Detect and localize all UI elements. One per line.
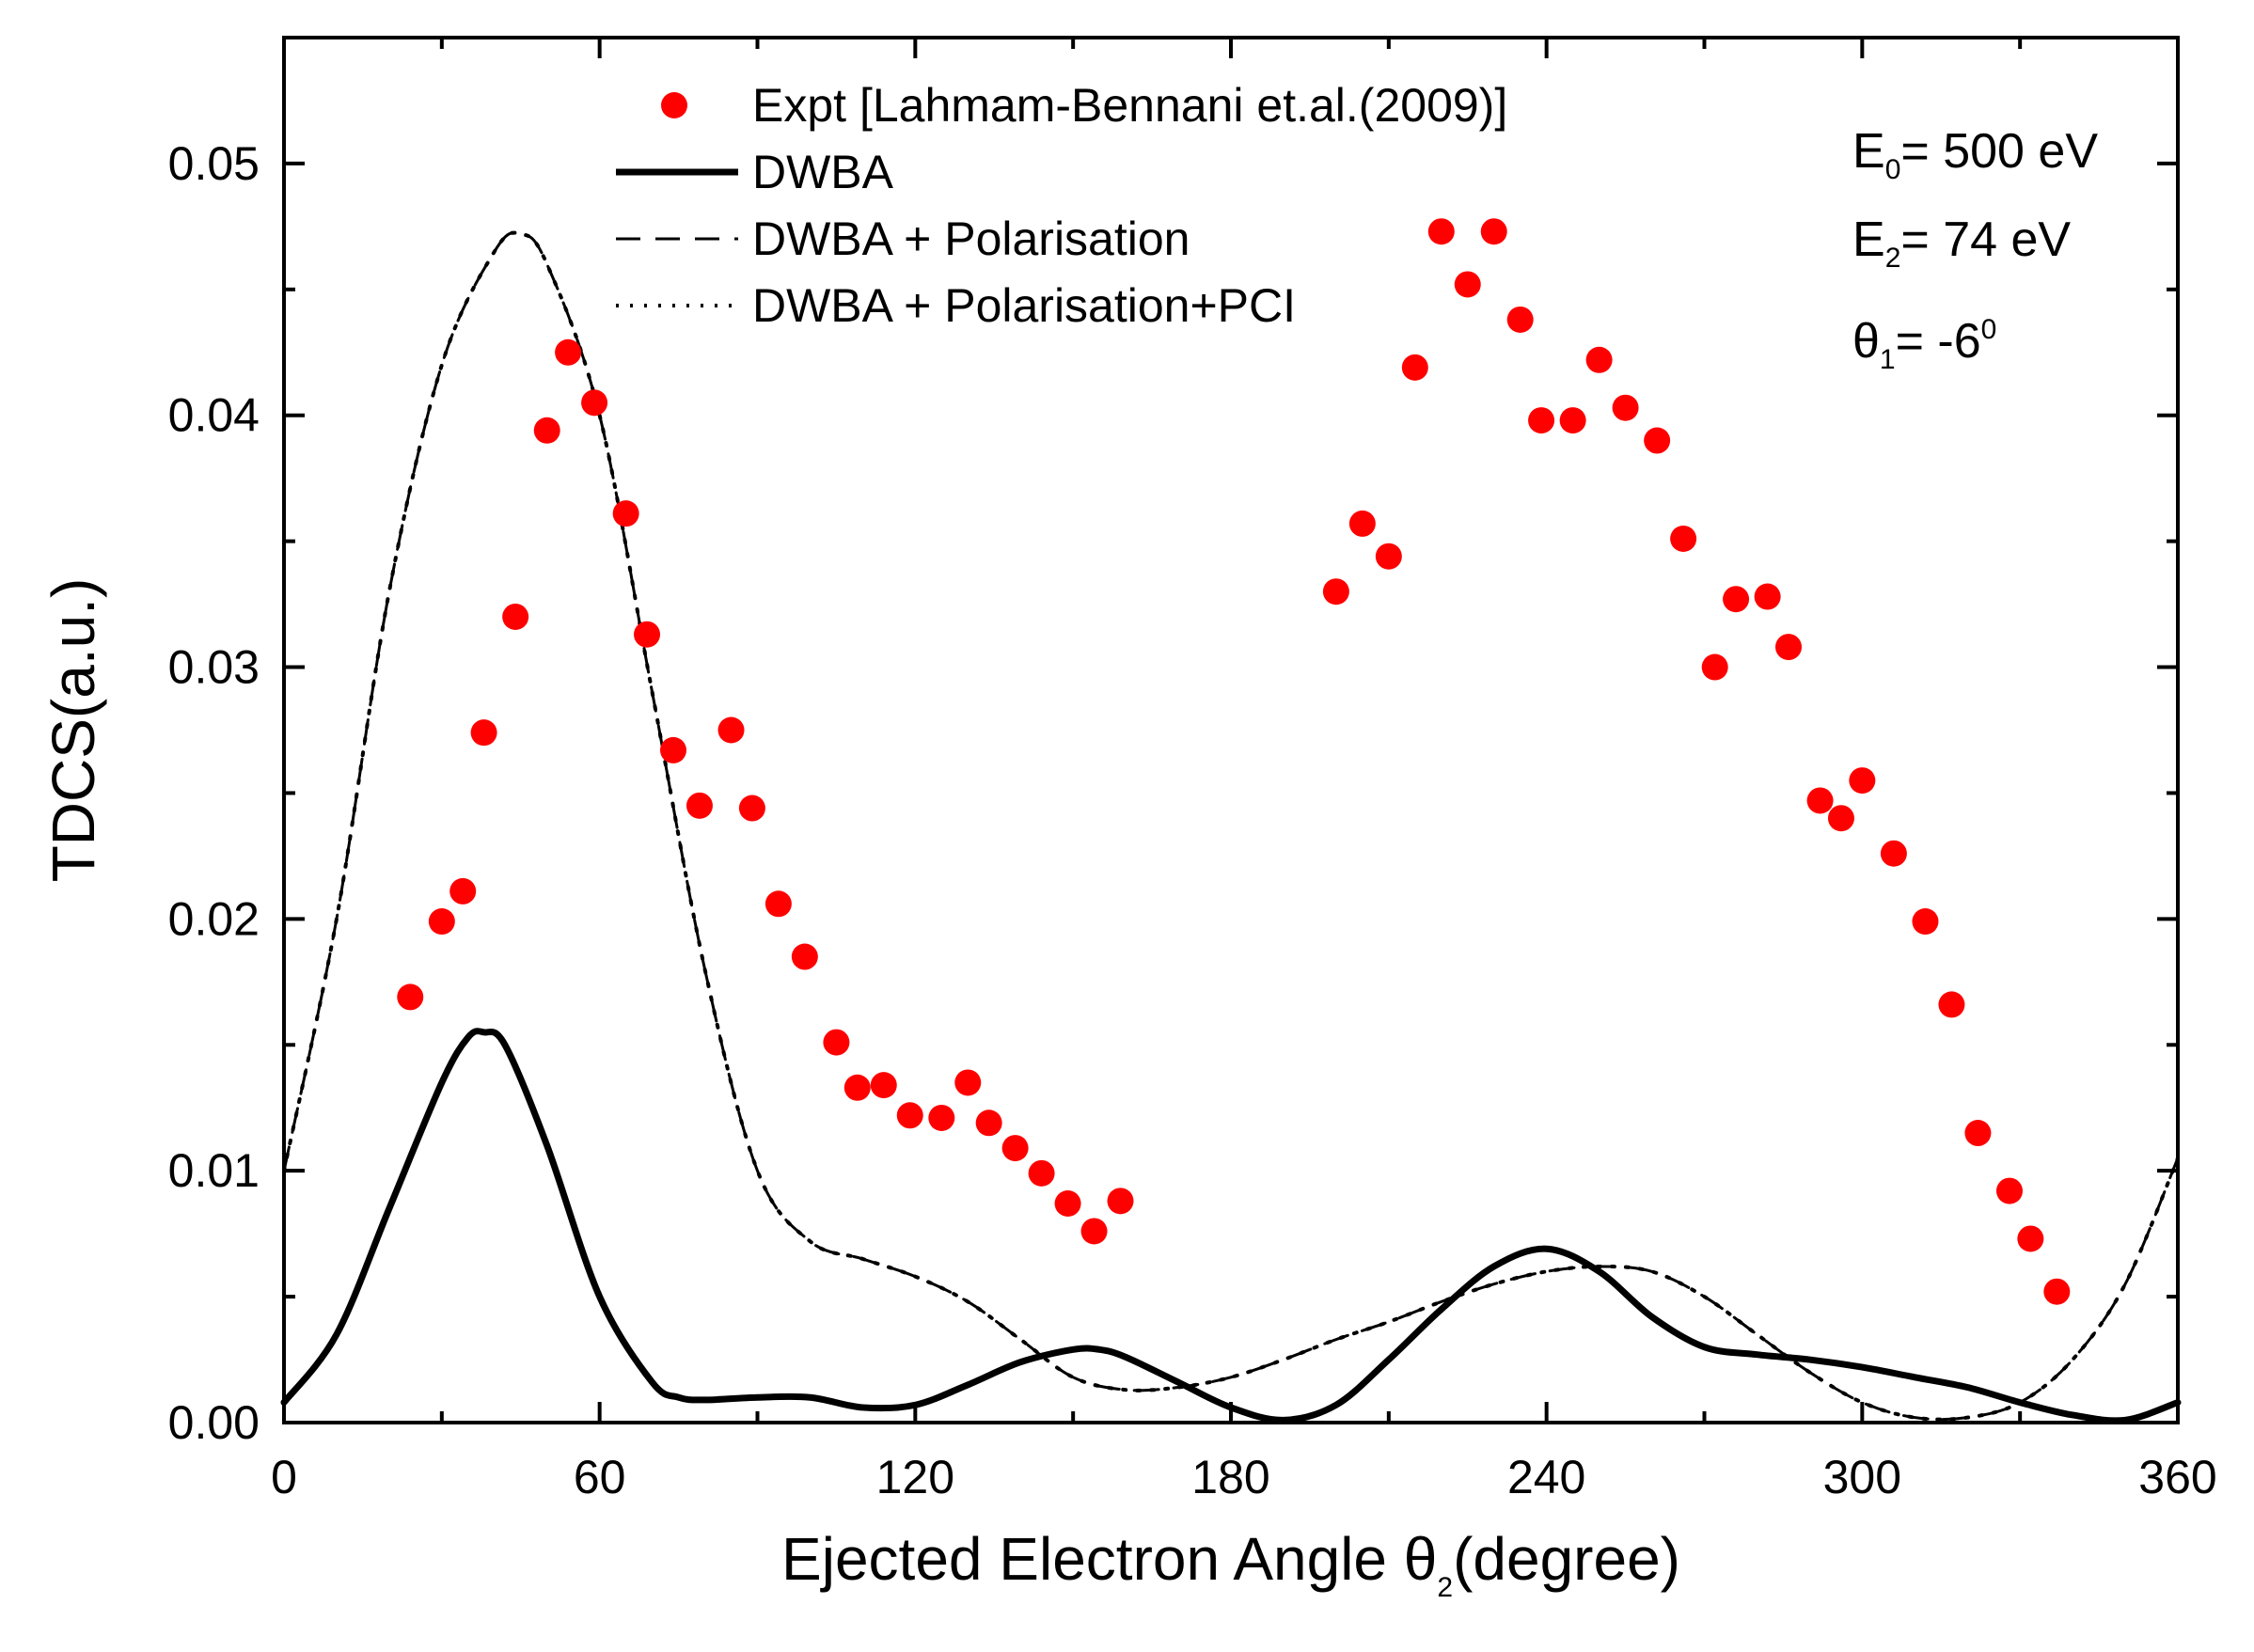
expt-point — [686, 792, 713, 819]
expt-point — [1806, 787, 1834, 814]
param-e2: E2= 74 eV — [1852, 212, 2071, 274]
expt-point — [1001, 1135, 1029, 1162]
expt-point — [612, 500, 639, 527]
expt-point — [1723, 586, 1750, 613]
series-line-solid — [280, 1028, 2182, 1424]
expt-point — [1401, 354, 1428, 381]
expt-point — [954, 1069, 982, 1096]
expt-point — [1938, 991, 1965, 1018]
expt-point — [1612, 394, 1639, 421]
expt-point — [502, 603, 529, 630]
expt-point — [791, 943, 818, 970]
expt-point — [2017, 1225, 2044, 1252]
expt-point — [634, 621, 661, 648]
x-tick-label: 0 — [271, 1451, 297, 1503]
expt-point — [1585, 346, 1613, 373]
expt-point — [1754, 583, 1781, 610]
legend-label: DWBA + Polarisation+PCI — [752, 279, 1296, 332]
expt-point — [870, 1072, 897, 1099]
expt-point — [843, 1074, 871, 1101]
x-tick-label: 240 — [1507, 1451, 1585, 1503]
expt-point — [1644, 427, 1671, 454]
x-axis-label-suffix: (degree) — [1453, 1525, 1680, 1593]
x-tick-label: 360 — [2138, 1451, 2216, 1503]
x-tick-label: 300 — [1823, 1451, 1901, 1503]
parameter-annotations: E0= 500 eV E2= 74 eV θ1= -60 — [1852, 124, 2098, 375]
expt-point — [1849, 767, 1876, 795]
legend-marker — [661, 92, 687, 118]
expt-point — [1454, 271, 1481, 298]
legend-label: Expt [Lahmam-Bennani et.al.(2009)] — [752, 79, 1507, 132]
expt-point — [1995, 1177, 2023, 1204]
y-tick-label: 0.04 — [168, 389, 260, 442]
expt-point — [1775, 634, 1803, 661]
expt-point — [581, 389, 608, 417]
expt-point — [533, 417, 560, 444]
expt-point — [1375, 543, 1402, 570]
expt-point — [1912, 908, 1939, 936]
expt-point — [1348, 510, 1376, 537]
x-axis-label: Ejected Electron Angle θ2(degree) — [781, 1525, 1680, 1603]
expt-point — [1701, 653, 1728, 681]
expt-point — [1028, 1159, 1055, 1187]
expt-point — [1528, 407, 1555, 434]
expt-point — [1827, 805, 1854, 832]
expt-point — [1080, 1218, 1108, 1245]
expt-point — [1054, 1189, 1081, 1217]
expt-point — [555, 338, 582, 366]
y-tick-label: 0.00 — [168, 1396, 260, 1449]
expt-point — [717, 716, 745, 744]
axis-ticks: 0 60 120 180 240 300 360 0.00 0.01 0.02 0.03 0.04 0.… — [168, 36, 2217, 1503]
expt-point — [1480, 218, 1507, 245]
legend-label: DWBA — [752, 146, 894, 198]
expt-point — [2043, 1278, 2071, 1305]
x-tick-label: 120 — [876, 1451, 954, 1503]
expt-point — [1559, 407, 1586, 434]
marker-layer — [397, 218, 2071, 1305]
legend: Expt [Lahmam-Bennani et.al.(2009)] DWBA DW… — [616, 79, 1507, 332]
legend-label: DWBA + Polarisation — [752, 212, 1190, 265]
x-axis-label-sub: 2 — [1437, 1572, 1453, 1603]
expt-point — [1964, 1120, 1992, 1147]
expt-point — [928, 1104, 955, 1131]
param-e0: E0= 500 eV — [1852, 124, 2098, 185]
expt-point — [975, 1109, 1002, 1137]
param-theta1: θ1= -60 — [1852, 314, 1996, 375]
expt-point — [1427, 218, 1455, 245]
y-tick-label: 0.02 — [168, 892, 260, 945]
x-tick-label: 180 — [1191, 1451, 1269, 1503]
series-line-dotted — [282, 230, 2180, 1422]
expt-point — [1322, 578, 1349, 606]
expt-point — [1670, 525, 1697, 552]
expt-point — [470, 719, 497, 747]
y-axis-label: TDCS(a.u.) — [39, 578, 107, 883]
y-tick-label: 0.01 — [168, 1144, 260, 1197]
x-tick-label: 60 — [574, 1451, 626, 1503]
expt-point — [1506, 306, 1534, 333]
expt-point — [738, 795, 765, 822]
expt-point — [1880, 840, 1907, 867]
y-tick-label: 0.03 — [168, 641, 260, 694]
y-tick-label: 0.05 — [168, 137, 260, 190]
x-axis-label-main: Ejected Electron Angle θ — [781, 1525, 1437, 1593]
curve-layer — [280, 230, 2182, 1424]
expt-point — [428, 908, 455, 936]
expt-point — [764, 890, 792, 918]
expt-point — [659, 736, 686, 763]
expt-point — [449, 877, 477, 905]
expt-point — [823, 1029, 850, 1056]
expt-point — [1107, 1188, 1134, 1215]
expt-point — [397, 983, 424, 1011]
expt-point — [896, 1102, 923, 1129]
